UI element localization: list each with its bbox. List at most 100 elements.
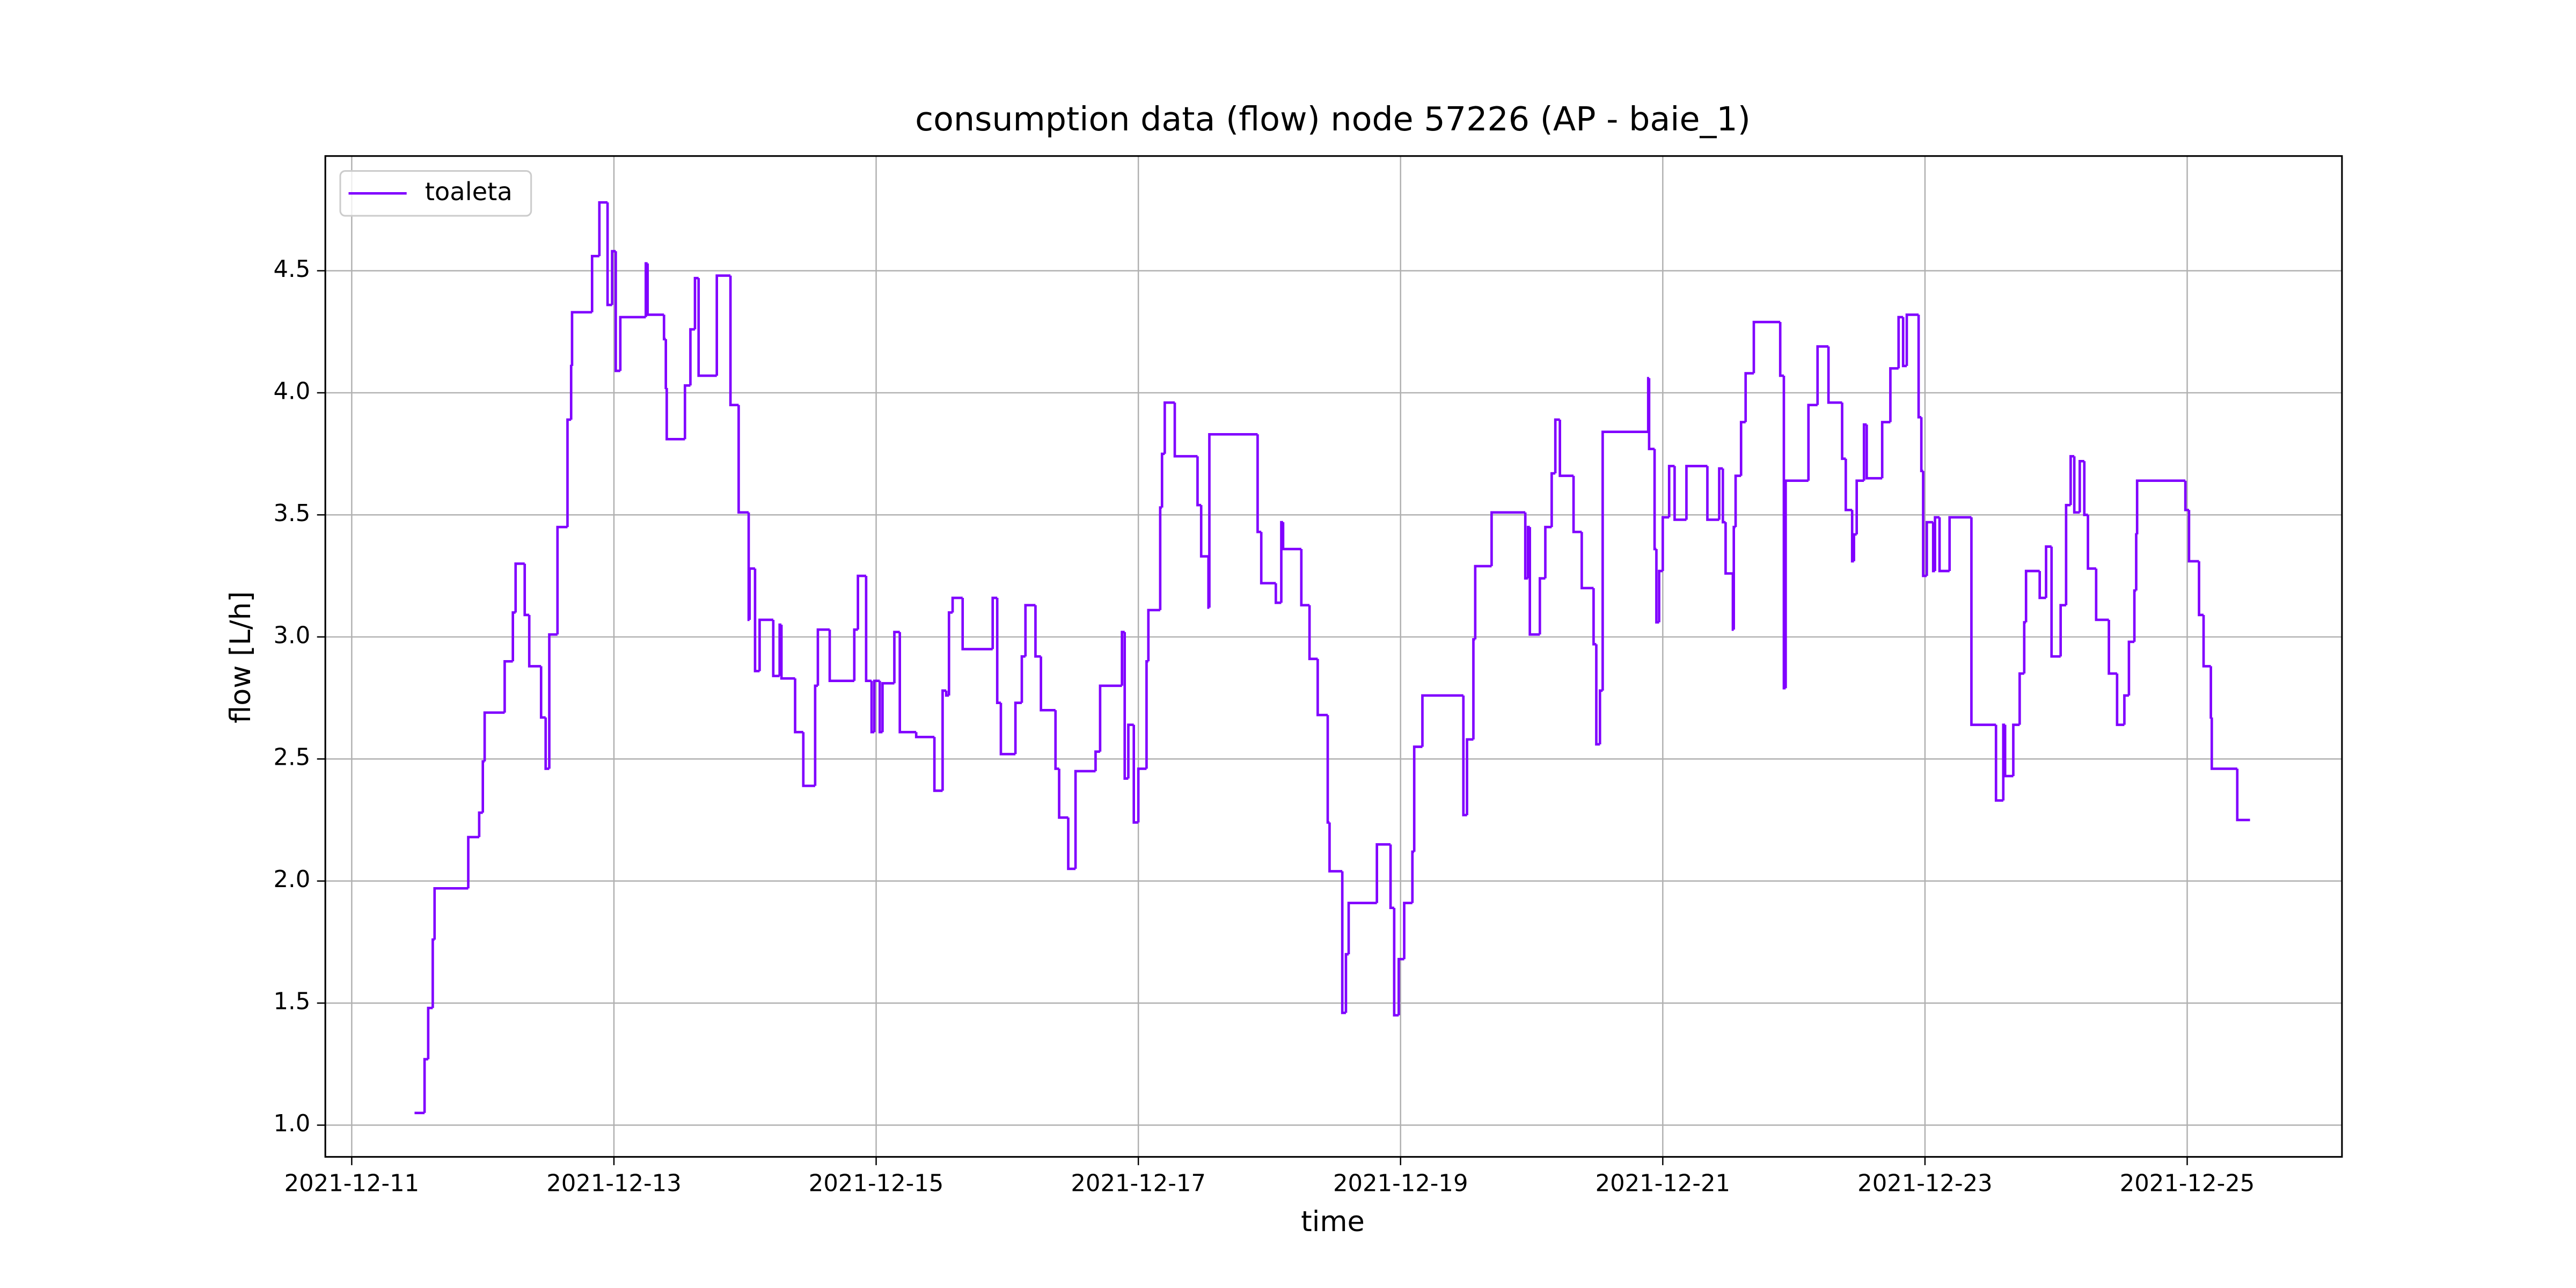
- chart-title: consumption data (flow) node 57226 (AP -…: [915, 100, 1751, 138]
- step-segment: [503, 660, 513, 713]
- step-segment: [1572, 475, 1582, 533]
- step-segment: [1526, 525, 1530, 579]
- step-segment: [778, 623, 782, 676]
- x-tick-label: 2021-12-11: [284, 1170, 420, 1197]
- step-segment: [2209, 666, 2212, 719]
- step-segment: [1024, 604, 1036, 657]
- step-segment: [1816, 345, 1829, 405]
- step-segment: [2095, 568, 2109, 621]
- step-segment: [1926, 521, 1934, 576]
- step-segment: [1462, 695, 1467, 817]
- legend-box: [339, 170, 532, 217]
- step-segment: [1316, 658, 1328, 716]
- step-segment: [1403, 902, 1413, 960]
- step-segment: [1173, 402, 1198, 458]
- x-tick-label: 2021-12-23: [1857, 1170, 1993, 1197]
- step-segment: [802, 732, 815, 787]
- step-segment: [2087, 515, 2096, 570]
- step-segment: [427, 1006, 433, 1059]
- step-segment: [1580, 532, 1594, 590]
- step-segment: [2050, 546, 2061, 658]
- step-segment: [2024, 569, 2040, 623]
- step-segment: [1524, 512, 1528, 580]
- step-segment: [1466, 738, 1474, 815]
- step-segment: [619, 316, 646, 371]
- y-tick-label: 3.5: [274, 500, 311, 527]
- step-segment: [1347, 902, 1377, 955]
- y-tick-label: 2.5: [274, 744, 311, 771]
- step-segment: [2045, 545, 2052, 598]
- step-segment: [2073, 456, 2080, 514]
- step-segment: [758, 618, 773, 671]
- step-segment: [1490, 511, 1526, 566]
- step-segment: [2018, 672, 2024, 725]
- step-segment: [1132, 724, 1139, 824]
- step-segment: [933, 737, 943, 792]
- step-segment: [1673, 466, 1687, 521]
- step-segment: [748, 567, 755, 620]
- step-segment: [483, 711, 505, 762]
- y-tick-label: 4.5: [274, 256, 311, 283]
- step-segment: [1917, 314, 1922, 419]
- step-segment: [1474, 565, 1492, 640]
- legend: toaleta: [339, 170, 532, 217]
- grid: [325, 156, 2342, 1157]
- step-segment: [614, 251, 620, 372]
- step-segment: [1375, 843, 1391, 903]
- x-tick-label: 2021-12-25: [2120, 1170, 2255, 1197]
- step-segment: [1074, 770, 1096, 869]
- step-segment: [1528, 527, 1540, 636]
- step-segment: [794, 678, 803, 734]
- step-segment: [945, 690, 949, 697]
- step-segment: [2002, 723, 2006, 801]
- step-segment: [1260, 532, 1276, 585]
- step-segment: [569, 364, 573, 420]
- step-segment: [753, 568, 760, 672]
- step-segment: [1282, 522, 1301, 551]
- step-segment: [2236, 769, 2250, 822]
- step-segment: [881, 682, 895, 733]
- step-segment: [870, 680, 875, 734]
- step-segment: [2184, 480, 2189, 511]
- step-segment: [1067, 817, 1076, 870]
- y-axis-label: flow [L/h]: [224, 591, 257, 723]
- step-segment: [941, 689, 947, 791]
- step-segment: [598, 201, 608, 257]
- x-tick-label: 2021-12-15: [809, 1170, 944, 1197]
- step-segment: [2135, 479, 2186, 535]
- step-segment: [1308, 605, 1318, 661]
- step-segment: [2123, 694, 2129, 725]
- step-segment: [1472, 638, 1475, 740]
- x-tick-label: 2021-12-21: [1596, 1170, 1731, 1197]
- ticks: 2021-12-11 2021-12-13 2021-12-15 2021-12-17…: [274, 256, 2255, 1197]
- step-segment: [1845, 458, 1853, 511]
- step-segment: [1901, 317, 1907, 368]
- step-segment: [729, 275, 739, 407]
- step-segment: [1328, 822, 1343, 873]
- step-segment: [2079, 459, 2084, 513]
- step-segment: [1058, 769, 1069, 819]
- step-segment: [1163, 401, 1175, 454]
- step-segment: [664, 339, 667, 390]
- step-segment: [606, 202, 612, 306]
- step-segment: [544, 717, 550, 770]
- step-segment: [523, 564, 530, 617]
- step-segment: [1300, 549, 1310, 606]
- step-segment: [511, 611, 516, 662]
- step-segment: [1752, 320, 1781, 374]
- step-segment: [433, 887, 469, 940]
- step-segment: [1389, 844, 1394, 910]
- step-segment: [689, 328, 695, 386]
- step-segment: [828, 630, 854, 683]
- step-segment: [1544, 525, 1552, 579]
- step-segment: [2107, 619, 2117, 675]
- step-segment: [1865, 425, 1883, 480]
- x-tick-label: 2021-12-13: [546, 1170, 682, 1197]
- step-segment: [2003, 724, 2014, 778]
- step-segment: [879, 680, 883, 734]
- step-segment: [1994, 724, 2003, 802]
- step-segment: [893, 631, 900, 684]
- step-segment: [1208, 433, 1258, 608]
- step-segment: [2211, 717, 2237, 770]
- step-segment: [1782, 376, 1786, 690]
